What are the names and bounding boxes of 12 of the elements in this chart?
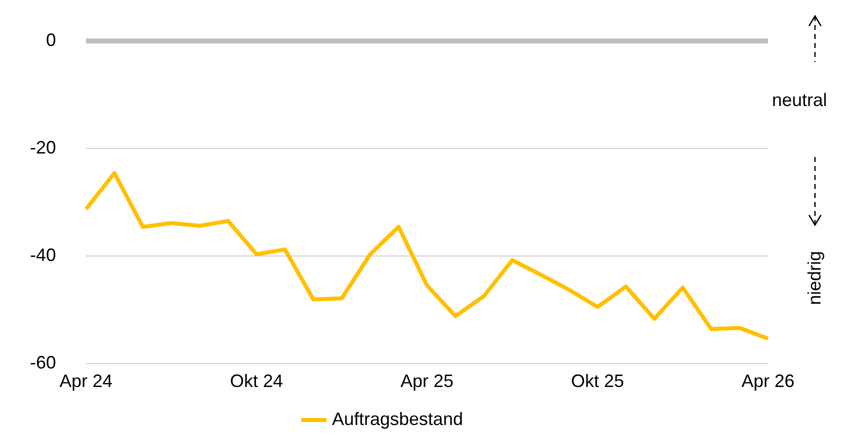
- y-tick-label: 0: [46, 30, 56, 50]
- y-tick-label: -20: [30, 137, 56, 158]
- x-tick-label: Apr 26: [741, 371, 795, 392]
- legend-label: Auftragsbestand: [332, 408, 464, 429]
- x-tick-label: Okt 25: [570, 371, 624, 392]
- text: niedrig: [804, 250, 826, 306]
- x-tick-label: Apr 24: [59, 371, 113, 392]
- y-tick-label: -60: [30, 352, 56, 372]
- y-tick-label: -40: [30, 244, 56, 265]
- x-tick-label: Apr 25: [400, 371, 454, 392]
- text: neutral: [772, 90, 828, 111]
- x-tick-label: Okt 24: [230, 371, 284, 392]
